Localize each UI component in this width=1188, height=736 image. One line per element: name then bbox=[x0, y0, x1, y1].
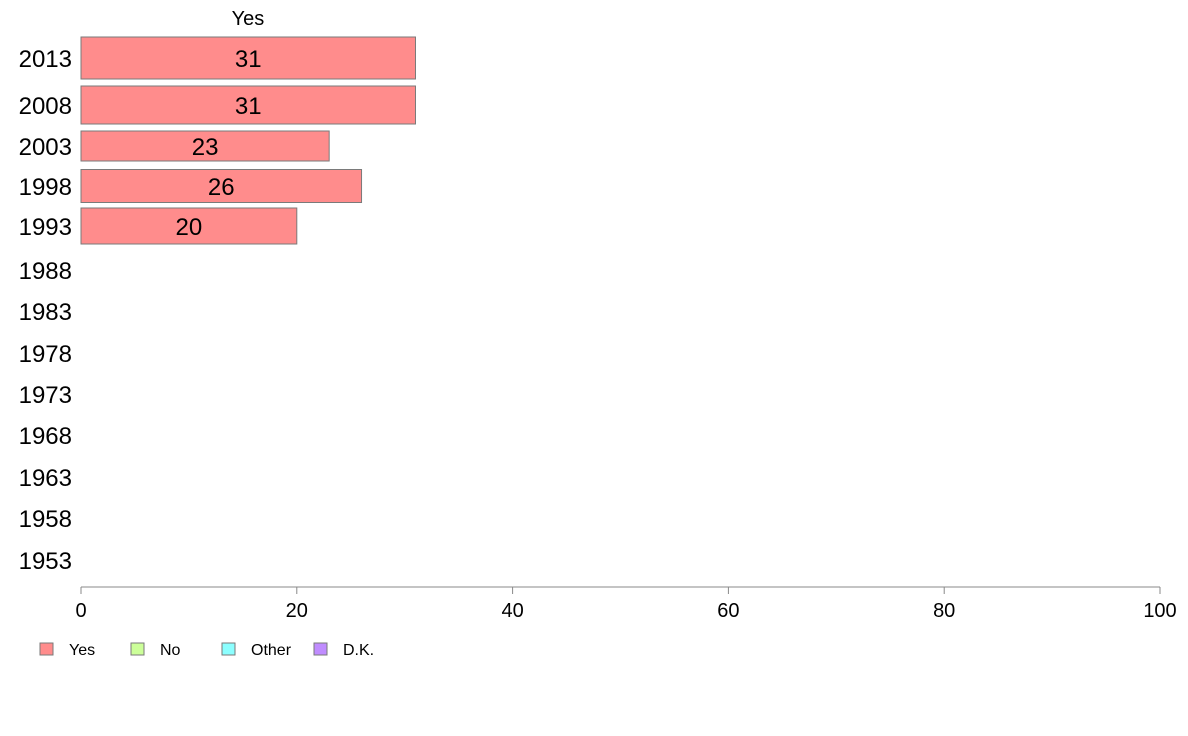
y-tick-label: 1958 bbox=[19, 506, 72, 533]
legend-swatch bbox=[221, 642, 236, 656]
legend-swatch bbox=[130, 642, 145, 656]
y-tick-label: 2013 bbox=[19, 46, 72, 73]
legend-label: D.K. bbox=[343, 642, 374, 659]
y-tick-label: 1968 bbox=[19, 423, 72, 450]
y-tick-label: 2008 bbox=[19, 93, 72, 120]
y-tick-label: 1998 bbox=[19, 174, 72, 201]
y-tick-label: 1993 bbox=[19, 214, 72, 241]
x-tick-label: 40 bbox=[501, 600, 523, 622]
y-tick-label: 1978 bbox=[19, 341, 72, 368]
y-tick-label: 1983 bbox=[19, 299, 72, 326]
y-axis-labels: 2013 2008 2003 1998 1993 1988 1983 1978 1973 1968… bbox=[19, 46, 72, 575]
x-tick-label: 80 bbox=[933, 600, 955, 622]
bar-yes bbox=[80, 130, 330, 162]
legend-label: No bbox=[160, 642, 181, 659]
y-tick-label: 1988 bbox=[19, 258, 72, 285]
column-header: Yes bbox=[232, 8, 265, 30]
legend: Yes No Other D.K. bbox=[39, 642, 374, 659]
legend-swatch bbox=[313, 642, 328, 656]
data-label: 23 bbox=[192, 134, 219, 161]
bar-yes bbox=[80, 36, 416, 80]
data-label: 31 bbox=[235, 46, 262, 73]
x-tick-label: 0 bbox=[75, 600, 86, 622]
bar-yes bbox=[80, 207, 298, 245]
y-tick-label: 1953 bbox=[19, 548, 72, 575]
bar-yes bbox=[80, 85, 416, 125]
data-label: 26 bbox=[208, 174, 235, 201]
y-tick-label: 2003 bbox=[19, 134, 72, 161]
x-tick-label: 100 bbox=[1143, 600, 1176, 622]
data-label: 20 bbox=[176, 214, 203, 241]
y-tick-label: 1973 bbox=[19, 382, 72, 409]
legend-label: Yes bbox=[69, 642, 95, 659]
y-tick-label: 1963 bbox=[19, 465, 72, 492]
legend-swatch bbox=[39, 642, 54, 656]
bar-yes bbox=[80, 169, 363, 203]
legend-label: Other bbox=[251, 642, 292, 659]
x-tick-label: 20 bbox=[286, 600, 308, 622]
data-label: 31 bbox=[235, 93, 262, 120]
x-tick-label: 60 bbox=[717, 600, 739, 622]
x-axis: 0 20 40 60 80 100 bbox=[75, 586, 1177, 622]
